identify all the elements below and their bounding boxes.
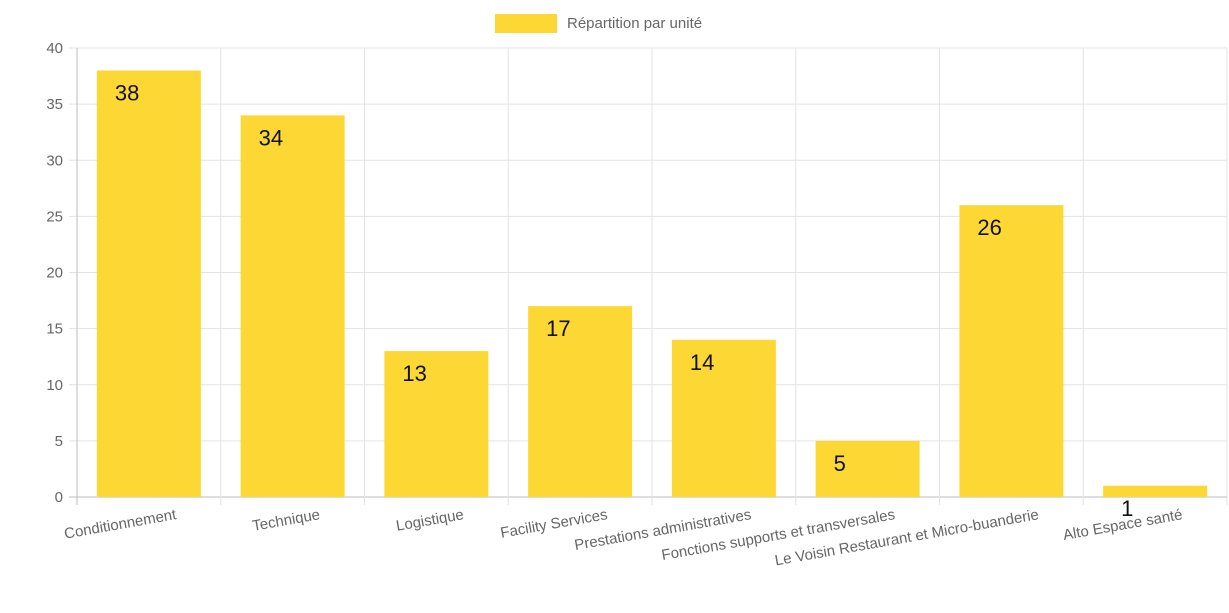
y-tick-label: 0 <box>55 489 63 506</box>
bar[interactable] <box>96 70 201 497</box>
x-tick-label: Logistique <box>395 506 465 535</box>
data-label: 5 <box>834 451 846 476</box>
y-axis-ticks: 0 5 10 15 20 25 30 35 40 <box>46 40 63 506</box>
bar[interactable] <box>671 339 776 497</box>
bar[interactable] <box>528 306 633 497</box>
x-tick-label: Conditionnement <box>63 506 178 543</box>
bar[interactable] <box>240 115 345 497</box>
legend[interactable]: Répartition par unité <box>495 14 702 33</box>
y-tick-label: 15 <box>46 321 63 338</box>
y-tick-label: 25 <box>46 208 63 225</box>
legend-swatch <box>495 14 557 33</box>
x-axis-labels: Conditionnement Technique Logistique Facili… <box>63 506 1184 569</box>
y-tick-label: 30 <box>46 152 63 169</box>
y-tick-label: 40 <box>46 40 63 57</box>
bar[interactable] <box>384 351 489 497</box>
legend-label: Répartition par unité <box>567 15 702 32</box>
data-label: 26 <box>977 215 1001 240</box>
bar[interactable] <box>815 440 920 497</box>
y-tick-label: 5 <box>55 433 63 450</box>
bar[interactable] <box>1103 485 1208 497</box>
data-label: 34 <box>259 125 283 150</box>
y-tick-label: 20 <box>46 265 63 282</box>
bar[interactable] <box>959 205 1064 497</box>
bars <box>96 70 1208 497</box>
data-label: 1 <box>1121 496 1133 521</box>
data-labels: 38 34 13 17 14 5 26 1 <box>115 80 1134 520</box>
y-tick-label: 10 <box>46 377 63 394</box>
data-label: 38 <box>115 80 139 105</box>
data-label: 13 <box>402 361 426 386</box>
x-tick-label: Technique <box>251 506 321 535</box>
data-label: 14 <box>690 350 714 375</box>
data-label: 17 <box>546 316 570 341</box>
y-tick-label: 35 <box>46 96 63 113</box>
x-tick-label: Le Voisin Restaurant et Micro-buanderie <box>774 506 1041 569</box>
